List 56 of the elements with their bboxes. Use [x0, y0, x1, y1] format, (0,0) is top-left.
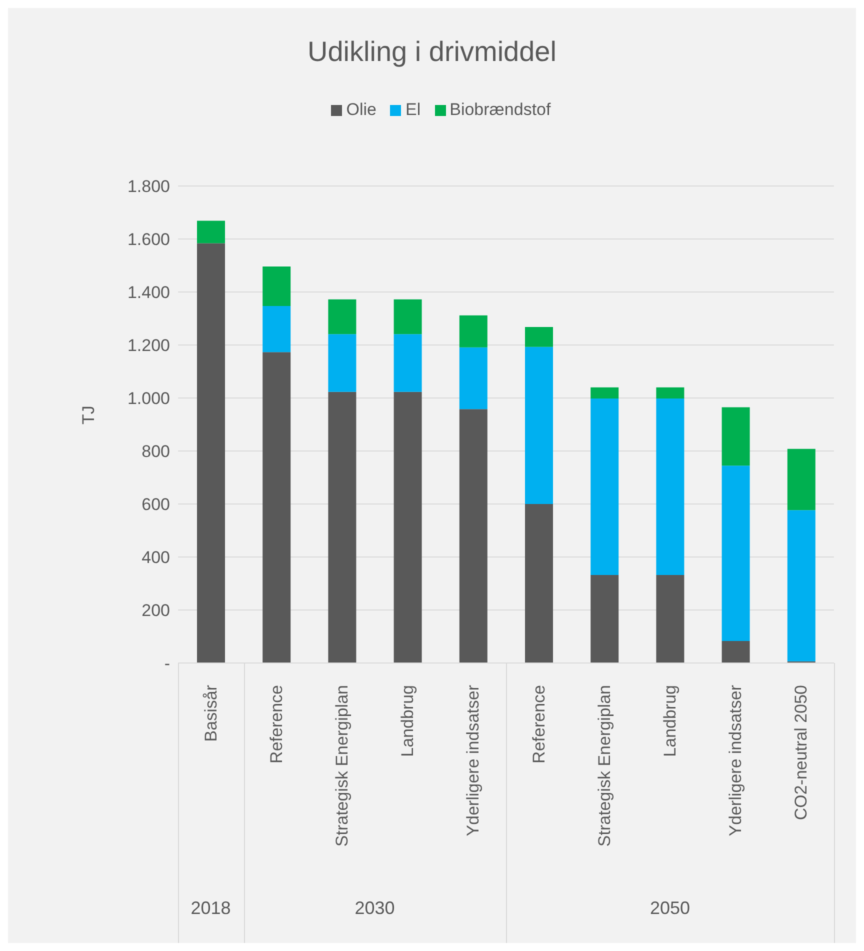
bar: [394, 299, 422, 334]
bar: [328, 392, 356, 663]
bar: [722, 641, 750, 663]
bar: [262, 352, 291, 663]
bar: [525, 326, 553, 347]
x-tick-label: Reference: [266, 685, 286, 764]
bar: [262, 266, 291, 306]
x-tick-label: Reference: [529, 685, 548, 764]
bar: [787, 510, 816, 662]
y-tick-label: 1.800: [127, 177, 170, 196]
bar: [525, 504, 553, 663]
x-tick-label: Basisår: [201, 684, 220, 742]
bar: [197, 220, 225, 244]
y-tick-label: 600: [142, 495, 170, 514]
x-tick-label: Landbrug: [660, 685, 680, 757]
bar: [394, 334, 422, 392]
bar: [590, 575, 619, 663]
y-tick-label: 1.000: [127, 389, 170, 408]
y-tick-label: 200: [142, 601, 170, 620]
bar: [328, 334, 356, 392]
bar: [459, 315, 488, 348]
bar: [590, 398, 619, 576]
y-tick-label: 1.600: [127, 230, 170, 250]
bar: [459, 347, 488, 410]
bar: [722, 466, 750, 642]
x-tick-label: Yderligere indsatser: [726, 684, 746, 836]
y-axis-title: TJ: [79, 406, 98, 424]
bar: [197, 243, 225, 663]
legend-label: Biobrændstof: [450, 100, 551, 120]
x-tick-label: Strategisk Energiplan: [594, 685, 614, 847]
x-tick-label: Yderligere indsatser: [464, 684, 483, 836]
y-tick-label: 1.200: [127, 336, 170, 356]
chart-title: Udikling i drivmiddel: [306, 36, 558, 68]
x-tick-label: Landbrug: [398, 685, 418, 757]
bar: [787, 448, 816, 510]
bar: [656, 387, 684, 399]
text: 2030: [354, 898, 396, 919]
legend-label: El: [405, 100, 421, 120]
text: 2050: [648, 898, 692, 919]
y-tick-label: 1.400: [127, 283, 170, 302]
y-tick-label: 400: [142, 548, 170, 568]
bar: [722, 407, 750, 466]
x-tick-label: CO2-neutral 2050: [792, 685, 811, 820]
bar: [459, 409, 488, 663]
bar: [394, 392, 422, 663]
y-tick-label: 800: [142, 442, 170, 462]
bar: [525, 346, 553, 504]
bar: [328, 299, 356, 334]
bar: [656, 575, 684, 663]
bar: [590, 387, 619, 399]
legend-label: Olie: [346, 100, 376, 120]
text: 2018: [190, 898, 232, 919]
y-tick-label: -: [164, 654, 170, 674]
bar: [262, 306, 291, 352]
bar: [656, 398, 684, 576]
x-tick-label: Strategisk Energiplan: [332, 685, 352, 847]
